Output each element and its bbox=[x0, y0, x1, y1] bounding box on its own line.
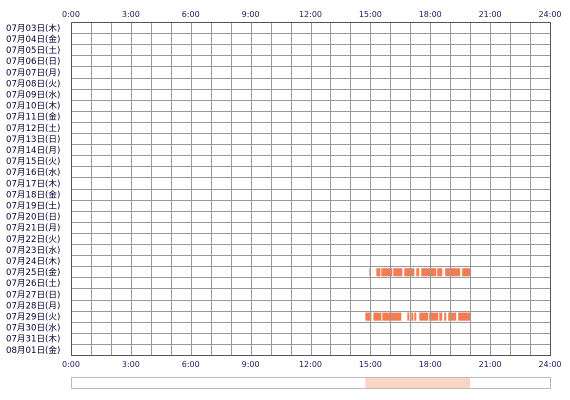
day-label: 07月30日(水) bbox=[6, 322, 60, 334]
day-label: 07月22日(火) bbox=[6, 234, 60, 245]
activity-segment bbox=[448, 312, 457, 321]
bottom-tick-label: 3:00 bbox=[122, 360, 140, 369]
top-tick-label: 24:00 bbox=[538, 10, 561, 19]
day-label: 07月28日(月) bbox=[6, 300, 60, 311]
day-label: 07月18日(金) bbox=[6, 188, 60, 200]
bottom-tick-label: 12:00 bbox=[299, 360, 322, 369]
activity-segment bbox=[376, 268, 381, 277]
activity-segment bbox=[419, 312, 429, 321]
activity-segment bbox=[381, 268, 393, 277]
top-tick-label: 0:00 bbox=[62, 10, 80, 19]
day-label: 07月19日(土) bbox=[6, 199, 60, 211]
day-label: 08月01日(金) bbox=[6, 344, 60, 356]
day-label: 07月17日(木) bbox=[6, 177, 60, 189]
activity-segment bbox=[407, 312, 410, 321]
day-label: 07月27日(日) bbox=[6, 289, 60, 300]
top-tick-label: 15:00 bbox=[359, 10, 382, 19]
activity-segment bbox=[404, 268, 415, 277]
day-label: 07月14日(月) bbox=[6, 145, 60, 156]
activity-segment bbox=[411, 312, 414, 321]
day-label: 07月23日(水) bbox=[6, 244, 60, 256]
activity-segment bbox=[458, 312, 471, 321]
activity-segment bbox=[445, 268, 461, 277]
bottom-tick-label: 21:00 bbox=[479, 360, 502, 369]
activity-segment bbox=[421, 268, 437, 277]
activity-segment bbox=[369, 268, 371, 277]
activity-segment bbox=[373, 312, 382, 321]
activity-segment bbox=[393, 268, 403, 277]
day-label: 07月25日(金) bbox=[6, 266, 60, 278]
day-label: 07月10日(木) bbox=[6, 100, 60, 112]
top-tick-label: 21:00 bbox=[479, 10, 502, 19]
day-label: 07月24日(木) bbox=[6, 255, 60, 267]
day-axis: 07月03日(木)07月04日(金)07月05日(土)07月06日(日)07月0… bbox=[6, 22, 60, 356]
activity-segment bbox=[437, 268, 443, 277]
day-label: 07月08日(火) bbox=[6, 78, 60, 89]
activity-segment bbox=[382, 312, 402, 321]
bottom-tick-label: 15:00 bbox=[359, 360, 382, 369]
activity-segments bbox=[365, 268, 471, 321]
summary-frame bbox=[71, 377, 551, 389]
day-label: 07月26日(土) bbox=[6, 277, 60, 289]
day-label: 07月15日(火) bbox=[6, 156, 60, 167]
bottom-tick-label: 0:00 bbox=[62, 360, 80, 369]
activity-segment bbox=[414, 312, 417, 321]
day-label: 07月31日(木) bbox=[6, 333, 60, 345]
bottom-hour-axis: 0:00 3:00 6:00 9:00 12:00 15:00 18:00 21:00 24:0… bbox=[62, 360, 562, 369]
day-label: 07月04日(金) bbox=[6, 33, 60, 45]
top-tick-label: 6:00 bbox=[182, 10, 200, 19]
day-label: 07月29日(火) bbox=[6, 311, 60, 322]
activity-segment bbox=[439, 312, 443, 321]
day-label: 07月09日(水) bbox=[6, 88, 60, 100]
top-tick-label: 9:00 bbox=[242, 10, 260, 19]
day-label: 07月20日(日) bbox=[6, 212, 60, 223]
day-label: 07月03日(木) bbox=[6, 22, 60, 34]
bottom-tick-label: 9:00 bbox=[242, 360, 260, 369]
top-tick-label: 12:00 bbox=[299, 10, 322, 19]
bottom-tick-label: 6:00 bbox=[182, 360, 200, 369]
activity-segment bbox=[365, 312, 372, 321]
top-hour-axis: 0:00 3:00 6:00 9:00 12:00 15:00 18:00 21:00 24:0… bbox=[62, 10, 562, 19]
day-label: 07月12日(土) bbox=[6, 122, 60, 134]
activity-segment bbox=[416, 268, 420, 277]
day-label: 07月05日(土) bbox=[6, 44, 60, 56]
plot-frame bbox=[71, 22, 551, 356]
day-label: 07月11日(金) bbox=[6, 111, 60, 123]
activity-segment bbox=[429, 312, 439, 321]
top-tick-label: 18:00 bbox=[419, 10, 442, 19]
bottom-tick-label: 18:00 bbox=[419, 360, 442, 369]
grid bbox=[71, 22, 551, 356]
bottom-tick-label: 24:00 bbox=[538, 360, 561, 369]
activity-segment bbox=[444, 312, 447, 321]
activity-segment bbox=[462, 268, 471, 277]
summary-segment bbox=[365, 378, 471, 388]
top-tick-label: 3:00 bbox=[122, 10, 140, 19]
day-label: 07月06日(日) bbox=[6, 56, 60, 67]
day-label: 07月16日(水) bbox=[6, 166, 60, 178]
day-label: 07月07日(月) bbox=[6, 67, 60, 78]
day-label: 07月13日(日) bbox=[6, 134, 60, 145]
day-label: 07月21日(月) bbox=[6, 223, 60, 234]
summary-bar bbox=[71, 377, 551, 389]
